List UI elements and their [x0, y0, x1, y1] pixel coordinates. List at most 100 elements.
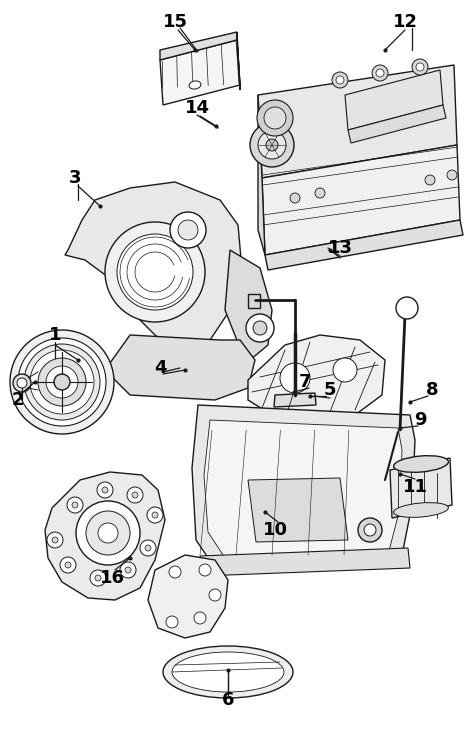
Circle shape [65, 562, 71, 568]
Circle shape [30, 350, 94, 414]
Circle shape [333, 358, 357, 382]
Circle shape [38, 358, 86, 406]
Circle shape [60, 557, 76, 573]
Circle shape [125, 567, 131, 573]
Circle shape [120, 562, 136, 578]
Circle shape [358, 518, 382, 542]
Circle shape [145, 545, 151, 551]
Ellipse shape [163, 646, 293, 698]
Ellipse shape [393, 503, 448, 517]
Circle shape [47, 532, 63, 548]
Circle shape [199, 564, 211, 576]
Polygon shape [160, 32, 237, 60]
Circle shape [86, 511, 130, 555]
Polygon shape [258, 95, 265, 255]
Circle shape [132, 492, 138, 498]
Circle shape [194, 612, 206, 624]
Text: 15: 15 [163, 13, 188, 31]
Circle shape [147, 507, 163, 523]
Circle shape [117, 234, 193, 310]
Text: 1: 1 [49, 326, 61, 344]
Circle shape [18, 338, 106, 426]
Polygon shape [390, 458, 452, 518]
Circle shape [425, 175, 435, 185]
Polygon shape [248, 335, 385, 420]
Text: 16: 16 [100, 569, 125, 587]
Polygon shape [45, 472, 165, 600]
Ellipse shape [189, 81, 201, 89]
Circle shape [127, 487, 143, 503]
Text: 4: 4 [154, 359, 166, 377]
Circle shape [90, 570, 106, 586]
Circle shape [209, 589, 221, 601]
Circle shape [24, 344, 100, 420]
Text: 12: 12 [392, 13, 418, 31]
Circle shape [250, 123, 294, 167]
Polygon shape [237, 32, 240, 90]
Circle shape [447, 170, 457, 180]
Polygon shape [348, 105, 446, 143]
Text: 10: 10 [263, 521, 288, 539]
Circle shape [412, 59, 428, 75]
Polygon shape [65, 182, 242, 350]
Circle shape [332, 72, 348, 88]
Circle shape [264, 107, 286, 129]
Circle shape [170, 212, 206, 248]
Circle shape [416, 63, 424, 71]
Circle shape [246, 314, 274, 342]
Circle shape [290, 193, 300, 203]
Circle shape [95, 575, 101, 581]
Circle shape [97, 482, 113, 498]
Circle shape [67, 497, 83, 513]
Circle shape [364, 524, 376, 536]
Circle shape [253, 321, 267, 335]
Polygon shape [265, 220, 463, 270]
Polygon shape [148, 555, 228, 638]
Text: 14: 14 [184, 99, 210, 117]
Text: 6: 6 [222, 691, 234, 709]
Circle shape [76, 501, 140, 565]
Circle shape [13, 374, 31, 392]
Circle shape [17, 378, 27, 388]
Circle shape [376, 69, 384, 77]
Circle shape [10, 330, 114, 434]
Circle shape [315, 188, 325, 198]
Circle shape [46, 366, 78, 398]
Circle shape [372, 65, 388, 81]
Circle shape [169, 566, 181, 578]
Text: 8: 8 [426, 381, 438, 399]
Circle shape [152, 512, 158, 518]
Polygon shape [345, 70, 443, 130]
Circle shape [280, 363, 310, 393]
Text: 11: 11 [402, 478, 428, 496]
Circle shape [336, 76, 344, 84]
Polygon shape [204, 420, 402, 558]
Circle shape [54, 374, 70, 390]
Text: 9: 9 [414, 411, 426, 429]
Polygon shape [262, 145, 460, 255]
Text: 3: 3 [69, 169, 81, 187]
Polygon shape [225, 250, 272, 360]
Circle shape [396, 297, 418, 319]
Circle shape [140, 540, 156, 556]
Polygon shape [248, 294, 260, 308]
Circle shape [257, 100, 293, 136]
Circle shape [98, 523, 118, 543]
Polygon shape [200, 548, 410, 576]
Circle shape [72, 502, 78, 508]
Polygon shape [258, 65, 457, 178]
Polygon shape [160, 40, 240, 105]
Polygon shape [105, 335, 255, 400]
Circle shape [105, 222, 205, 322]
Circle shape [258, 131, 286, 159]
Polygon shape [274, 393, 316, 407]
Polygon shape [248, 478, 348, 542]
Circle shape [166, 616, 178, 628]
Circle shape [52, 537, 58, 543]
Circle shape [266, 139, 278, 151]
Text: 5: 5 [324, 381, 336, 399]
Text: 2: 2 [12, 391, 24, 409]
Circle shape [178, 220, 198, 240]
Polygon shape [192, 405, 415, 568]
Ellipse shape [172, 652, 284, 692]
